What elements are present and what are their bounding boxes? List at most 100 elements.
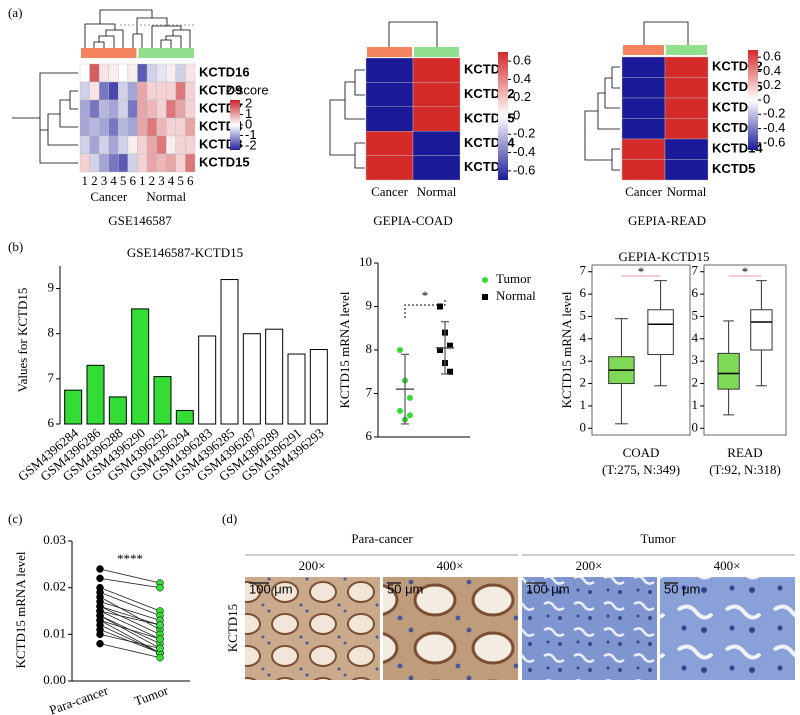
heatmap-cell <box>118 99 129 119</box>
heatmap-cell <box>185 135 196 155</box>
significance: **** <box>117 551 143 566</box>
heatmap-cell <box>166 135 177 155</box>
pair-line <box>99 610 161 626</box>
pair-line <box>99 615 161 649</box>
heatmap-cell <box>621 118 666 140</box>
heatmap-cell <box>108 63 119 83</box>
heatmap-cell <box>185 153 196 173</box>
group-label: Cancer <box>625 184 662 199</box>
group-label: Normal <box>667 184 707 199</box>
heatmap-cell <box>137 99 148 119</box>
heatmap-cell <box>108 153 119 173</box>
legend-marker <box>482 277 488 283</box>
column-label: 5 <box>177 173 184 188</box>
heatmap-cell <box>365 106 414 132</box>
y-tick-label: 6 <box>48 415 55 430</box>
column-label: 2 <box>91 173 98 188</box>
heatmap-cell <box>412 130 461 156</box>
legend-label: Normal <box>496 288 536 303</box>
heatmap-cell <box>365 155 414 181</box>
dendrogram <box>584 21 689 171</box>
y-tick-label: 6 <box>692 285 699 300</box>
magnification: 200× <box>576 558 603 573</box>
heatmap-cell <box>365 130 414 156</box>
pair-line <box>99 643 161 659</box>
column-label: 3 <box>158 173 165 188</box>
y-tick-label: 7 <box>366 384 373 399</box>
chart-title: GEPIA-KCTD15 <box>619 249 710 264</box>
heatmap-cell <box>185 63 196 83</box>
heatmap-cell <box>79 63 90 83</box>
point <box>156 583 164 592</box>
heatmap-cell <box>621 159 666 181</box>
heatmap-cell <box>156 117 167 137</box>
point <box>96 565 104 573</box>
heatmap-cell <box>127 63 138 83</box>
point <box>156 644 164 653</box>
heatmap-title: GEPIA-READ <box>628 213 706 228</box>
box <box>647 309 674 355</box>
panel-name: READ <box>727 445 762 460</box>
x-tick-label: Para-cancer <box>47 682 110 715</box>
heatmap-cell <box>79 81 90 101</box>
heatmap-cell <box>166 63 177 83</box>
chart-title: GSE146587-KCTD15 <box>127 245 243 260</box>
legend-marker <box>482 294 488 300</box>
point <box>447 342 453 349</box>
group-bar <box>414 47 459 57</box>
y-tick-label: 1 <box>692 397 699 412</box>
heatmap-cell <box>98 63 109 83</box>
pair-line <box>99 591 161 617</box>
scale-bar-label: 100 μm <box>526 581 570 596</box>
heatmap-cell <box>185 81 196 101</box>
heatmap-cell <box>412 57 461 83</box>
heatmap-cell <box>156 63 167 83</box>
point <box>96 639 104 648</box>
point <box>407 412 413 419</box>
colorbar-tick-label: 2 <box>245 96 252 111</box>
point <box>156 621 164 629</box>
heatmap-cell <box>664 56 709 78</box>
heatmap-cell <box>146 135 157 155</box>
heatmap-cell <box>156 135 167 155</box>
point <box>156 653 164 662</box>
y-tick-label: 6 <box>580 285 587 300</box>
panel-label: (d) <box>222 511 237 526</box>
colorbar-tick-label: -0.4 <box>763 120 785 135</box>
pair-line <box>99 587 161 612</box>
panel-label: (a) <box>8 5 22 20</box>
point <box>437 347 443 353</box>
heatmap-cell <box>137 81 148 101</box>
y-tick-label: 7 <box>580 263 587 278</box>
column-label: 4 <box>110 173 117 188</box>
panel-label: (b) <box>8 239 23 254</box>
heatmap-cell <box>175 117 186 137</box>
pair-line <box>99 610 161 640</box>
scale-bar-label: 50 μm <box>664 581 700 596</box>
dendrogram <box>12 72 78 164</box>
row-label: KCTD9 <box>199 82 242 97</box>
heatmap-cell <box>166 117 177 137</box>
row-label: KCTD16 <box>199 64 250 79</box>
group-bar <box>138 48 194 58</box>
group-label: Tumor <box>641 531 677 546</box>
bar <box>198 335 217 425</box>
heatmap-cell <box>89 117 100 137</box>
heatmap-cell <box>156 99 167 119</box>
y-tick-label: 4 <box>692 330 699 345</box>
y-tick-label: 0 <box>580 419 587 434</box>
row-label: KCTD7 <box>712 120 755 135</box>
row-label: KCTD5 <box>712 161 755 176</box>
heatmap-cell <box>79 99 90 119</box>
heatmap-cell <box>118 135 129 155</box>
heatmap-cell <box>621 77 666 99</box>
heatmap-cell <box>98 81 109 101</box>
pair-line <box>99 624 161 654</box>
significance-bracket <box>404 300 446 318</box>
bar <box>220 279 239 425</box>
bar <box>265 328 284 425</box>
heatmap-cell <box>89 99 100 119</box>
pair-line <box>99 577 161 589</box>
heatmap-cell <box>118 81 129 101</box>
